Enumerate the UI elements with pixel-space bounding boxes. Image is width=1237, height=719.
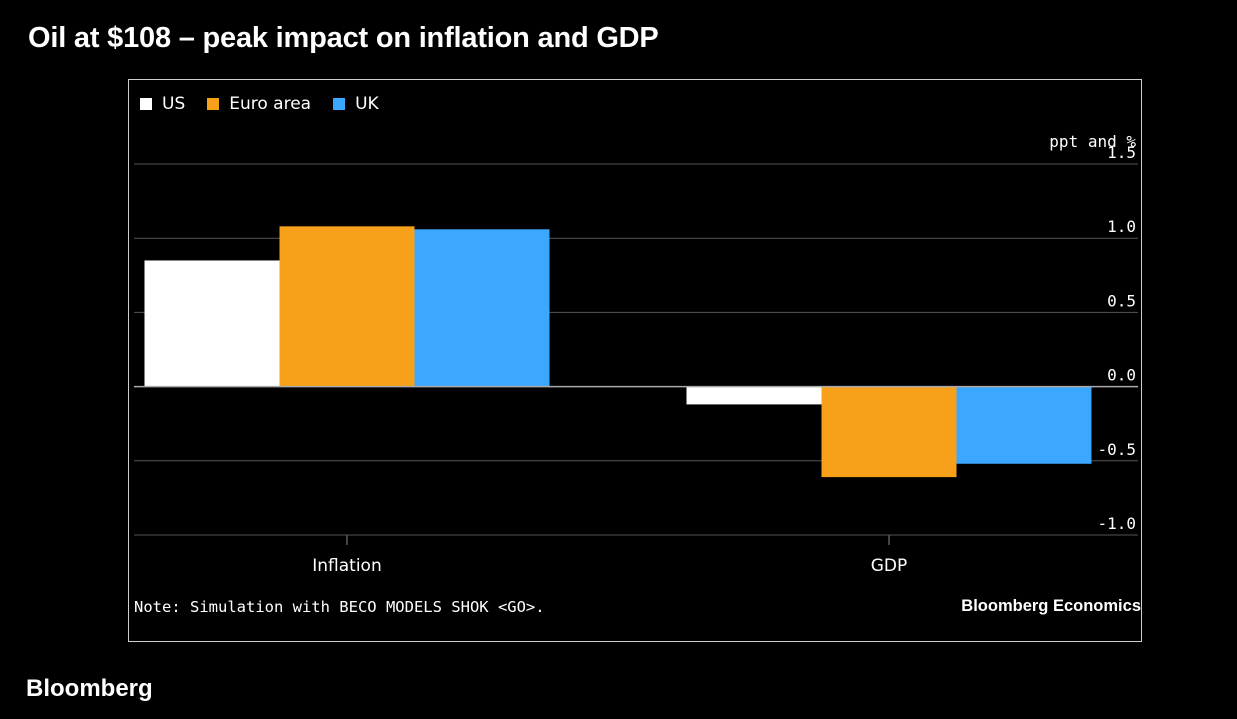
legend-swatch-us xyxy=(140,98,152,110)
chart-headline: Oil at $108 – peak impact on inflation a… xyxy=(28,22,659,54)
legend-label-us: US xyxy=(162,94,186,114)
y-tick-label: -1.0 xyxy=(1097,514,1136,533)
y-tick-label: 0.0 xyxy=(1107,366,1136,385)
legend: US Euro area UK xyxy=(140,94,379,114)
legend-item-euro-area: Euro area xyxy=(207,94,311,114)
bar-euro-area-gdp xyxy=(821,386,957,478)
y-axis-title: ppt and % xyxy=(1049,132,1136,151)
bar-chart: ppt and %1.5 1.0 0.5 0.0 -0.5 -1.0 Inflation GD… xyxy=(134,132,1138,576)
x-tick-label-gdp: GDP xyxy=(871,556,908,576)
bloomberg-logo: Bloomberg xyxy=(26,675,153,702)
legend-item-uk: UK xyxy=(333,94,379,114)
chart-note: Note: Simulation with BECO MODELS SHOK <… xyxy=(134,598,545,616)
legend-item-us: US xyxy=(140,94,185,114)
bar-us-inflation xyxy=(144,260,280,387)
bar-us-gdp xyxy=(686,386,822,405)
chart-panel: US Euro area UK ppt and % 1.5 1.0 0.5 0.0 -0.… xyxy=(128,79,1142,642)
bar-uk-gdp xyxy=(956,386,1092,464)
legend-label-uk: UK xyxy=(355,94,379,114)
y-tick-label: -0.5 xyxy=(1097,440,1136,459)
legend-swatch-uk xyxy=(333,98,346,110)
bar-euro-area-inflation xyxy=(279,226,415,387)
legend-label-euro-area: Euro area xyxy=(229,94,312,114)
x-tick-label-inflation: Inflation xyxy=(312,556,381,576)
bar-uk-inflation xyxy=(414,229,550,387)
y-tick-label: 1.0 xyxy=(1107,217,1136,236)
chart-source: Bloomberg Economics xyxy=(961,597,1141,615)
legend-swatch-euro-area xyxy=(207,98,220,110)
y-tick-label: 1.5 xyxy=(1107,143,1136,162)
y-tick-label: 0.5 xyxy=(1107,291,1136,310)
